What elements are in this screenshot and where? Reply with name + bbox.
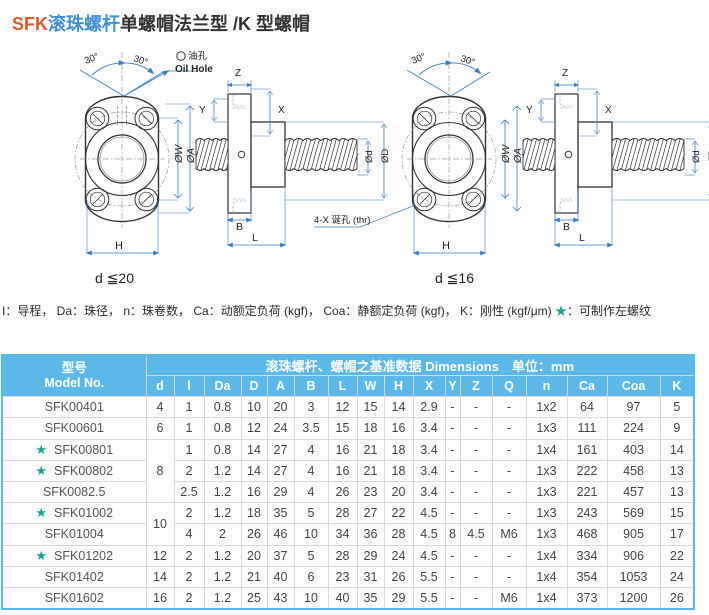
- svg-text:L: L: [579, 232, 585, 244]
- svg-text:油孔: 油孔: [188, 50, 208, 62]
- svg-text:X: X: [605, 105, 612, 116]
- svg-text:ØW: ØW: [500, 144, 512, 164]
- svg-text:30°: 30°: [410, 51, 428, 67]
- svg-text:30°: 30°: [83, 51, 101, 67]
- svg-text:Ød: Ød: [691, 150, 702, 163]
- svg-text:B: B: [236, 221, 243, 233]
- svg-text:ØA: ØA: [512, 148, 524, 164]
- svg-text:H: H: [442, 240, 450, 252]
- svg-text:H: H: [115, 240, 123, 252]
- svg-text:Y: Y: [199, 105, 206, 116]
- svg-text:4-X 诞孔 (thr): 4-X 诞孔 (thr): [314, 215, 370, 226]
- svg-text:X: X: [278, 105, 285, 116]
- svg-text:30°: 30°: [459, 53, 476, 68]
- svg-text:B: B: [563, 221, 570, 233]
- svg-text:ØD: ØD: [380, 149, 391, 163]
- svg-text:L: L: [252, 232, 258, 244]
- svg-text:30°: 30°: [132, 53, 149, 68]
- svg-text:ØA: ØA: [185, 148, 197, 164]
- svg-text:ØW: ØW: [173, 144, 185, 164]
- svg-text:Z: Z: [562, 68, 568, 79]
- svg-text:Ød: Ød: [364, 150, 375, 163]
- svg-text:Y: Y: [526, 105, 533, 116]
- svg-text:Z: Z: [235, 68, 241, 79]
- svg-text:Oil Hole: Oil Hole: [175, 64, 213, 75]
